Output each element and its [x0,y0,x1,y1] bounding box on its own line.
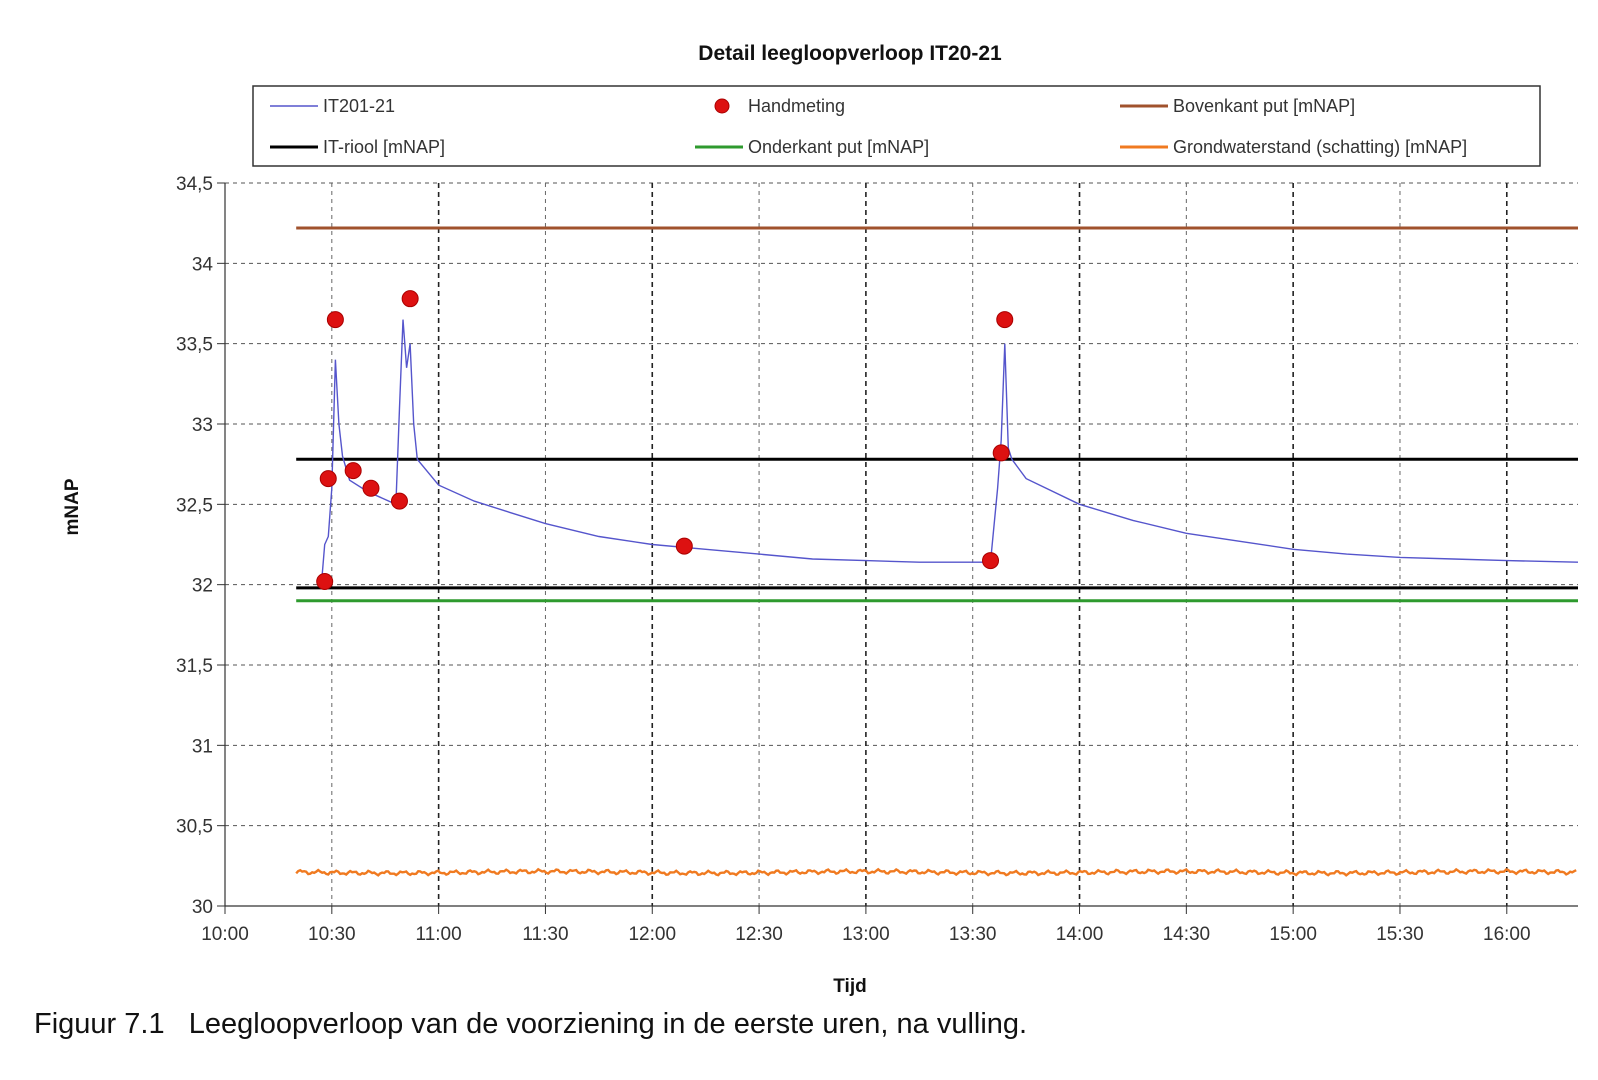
y-tick-label: 33 [192,415,213,436]
y-tick-label: 34,5 [176,174,213,195]
x-tick-label: 10:00 [201,924,249,945]
x-tick-label: 12:30 [735,924,783,945]
legend-label: Handmeting [748,96,845,116]
x-tick-label: 12:00 [628,924,676,945]
axes [217,182,1578,914]
x-axis-title: Tijd [833,976,866,997]
x-tick-label: 15:00 [1269,924,1317,945]
handmeting-point [319,470,337,488]
legend: IT201-21 Handmeting Bovenkant put [mNAP] IT… [270,96,1467,157]
figure-caption: Figuur 7.1 Leegloopverloop van de voorzi… [34,1008,1028,1040]
y-tick-label: 33,5 [176,335,213,356]
x-tick-label: 16:00 [1483,924,1531,945]
handmeting-point [362,479,380,497]
y-tick-label: 32 [192,576,213,597]
x-tick-label: 14:30 [1163,924,1211,945]
legend-label: Grondwaterstand (schatting) [mNAP] [1173,137,1467,157]
x-tick-label: 13:30 [949,924,997,945]
series-grondwaterstand-schatting-mnap [295,867,1577,877]
handmeting-point [982,552,1000,570]
y-tick-label: 34 [192,254,214,275]
x-tick-label: 10:30 [308,924,356,945]
y-tick-label: 32,5 [176,495,213,516]
reference-lines [295,226,1578,877]
legend-label: Onderkant put [mNAP] [748,137,929,157]
x-tick-label: 13:00 [842,924,890,945]
x-tick-label: 11:00 [416,924,462,945]
tick-labels: 30 30,5 31 31,5 32 32,5 33 33,5 34 34,5 10:00 10:30… [176,174,1531,945]
x-tick-label: 11:30 [522,924,568,945]
legend-box [252,85,1541,167]
y-tick-label: 30 [192,897,213,918]
legend-label: IT201-21 [323,96,395,116]
handmeting-point [326,311,344,329]
grid [225,182,1578,906]
legend-label: Bovenkant put [mNAP] [1173,96,1355,116]
y-tick-label: 31 [192,736,213,757]
y-tick-label: 30,5 [176,817,213,838]
handmeting-point [390,492,408,510]
y-axis-title: mNAP [62,478,83,535]
handmeting-point [992,444,1010,462]
x-tick-label: 14:00 [1056,924,1104,945]
plot-area [225,183,1578,906]
handmeting-point [996,311,1014,329]
handmeting-point [344,462,362,480]
series [316,290,1579,590]
legend-swatch [714,98,730,114]
handmeting-point [401,290,419,308]
chart-title: Detail leegloopverloop IT20-21 [698,42,1002,65]
handmeting-point [316,572,334,590]
handmeting-point [675,537,693,555]
y-tick-label: 31,5 [176,656,213,677]
x-tick-label: 15:30 [1376,924,1424,945]
legend-label: IT-riool [mNAP] [323,137,445,157]
